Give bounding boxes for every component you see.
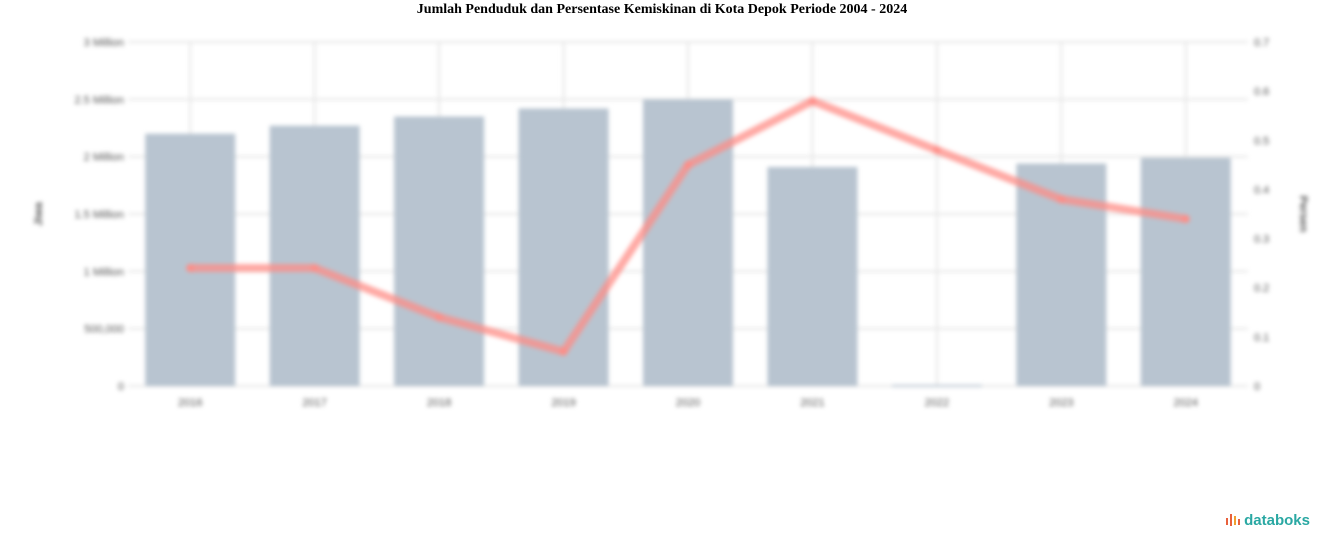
line-point: [559, 347, 568, 356]
x-axis-tick-label: 2021: [800, 397, 824, 409]
left-axis: 0 500,000 1 Million 1.5 Million 2 Million 2.5…: [74, 37, 124, 393]
x-axis-tick-label: 2023: [1049, 397, 1073, 409]
x-axis-tick-label: 2019: [551, 397, 575, 409]
line-point: [932, 146, 941, 155]
right-axis-tick-label: 0.3: [1254, 234, 1269, 246]
right-axis-tick-label: 0: [1254, 381, 1260, 393]
line-point: [310, 264, 319, 273]
right-axis-tick-label: 0.7: [1254, 37, 1269, 49]
left-axis-tick-label: 1.5 Million: [74, 209, 124, 221]
left-axis-tick-label: 0: [118, 381, 124, 393]
line-point: [684, 160, 692, 169]
bar: [394, 116, 485, 387]
line-series: [186, 96, 1190, 356]
line-point: [1057, 195, 1066, 204]
right-axis-tick-label: 0.2: [1254, 283, 1269, 295]
left-axis-tick-label: 2 Million: [84, 152, 124, 164]
brand-name: databoks: [1244, 512, 1310, 529]
bar: [269, 125, 360, 386]
left-axis-tick-label: 1 Million: [84, 266, 124, 278]
bar: [767, 166, 858, 386]
chart-title: Jumlah Penduduk dan Persentase Kemiskina…: [416, 2, 908, 17]
right-axis-title: Persen: [1297, 196, 1309, 233]
bars: [145, 99, 1231, 387]
x-axis-tick-label: 2016: [178, 397, 202, 409]
bar: [643, 99, 733, 386]
left-axis-title: Jiwa: [33, 201, 45, 226]
bar: [145, 133, 236, 386]
line-point: [186, 264, 195, 273]
right-axis-tick-label: 0.6: [1254, 86, 1269, 98]
databoks-mark-icon: [1226, 513, 1241, 526]
left-axis-tick-label: 3 Million: [84, 37, 124, 49]
right-axis-tick-label: 0.4: [1254, 184, 1269, 196]
line-point: [435, 313, 444, 322]
left-axis-tick-label: 2.5 Million: [74, 94, 124, 106]
x-axis-tick-label: 2017: [302, 397, 326, 409]
bar: [1140, 157, 1231, 386]
line-point: [808, 96, 817, 105]
x-axis-tick-label: 2024: [1174, 397, 1198, 409]
x-axis: 2016 2017 2018 2019 2020 2021 2022 2023 2024: [178, 397, 1198, 409]
x-axis-tick-label: 2022: [925, 397, 949, 409]
left-axis-tick-label: 500,000: [84, 324, 124, 336]
chart-body: 0 500,000 1 Million 1.5 Million 2 Million 2.5…: [33, 37, 1309, 409]
x-axis-tick-label: 2020: [676, 397, 700, 409]
line-point: [1181, 214, 1190, 223]
right-axis-tick-label: 0.5: [1254, 135, 1269, 147]
bar: [891, 384, 982, 387]
right-axis: 0 0.1 0.2 0.3 0.4 0.5 0.6 0.7: [1254, 37, 1269, 393]
x-axis-tick-label: 2018: [427, 397, 451, 409]
databoks-logo: databoks: [1226, 512, 1310, 529]
right-axis-tick-label: 0.1: [1254, 332, 1269, 344]
